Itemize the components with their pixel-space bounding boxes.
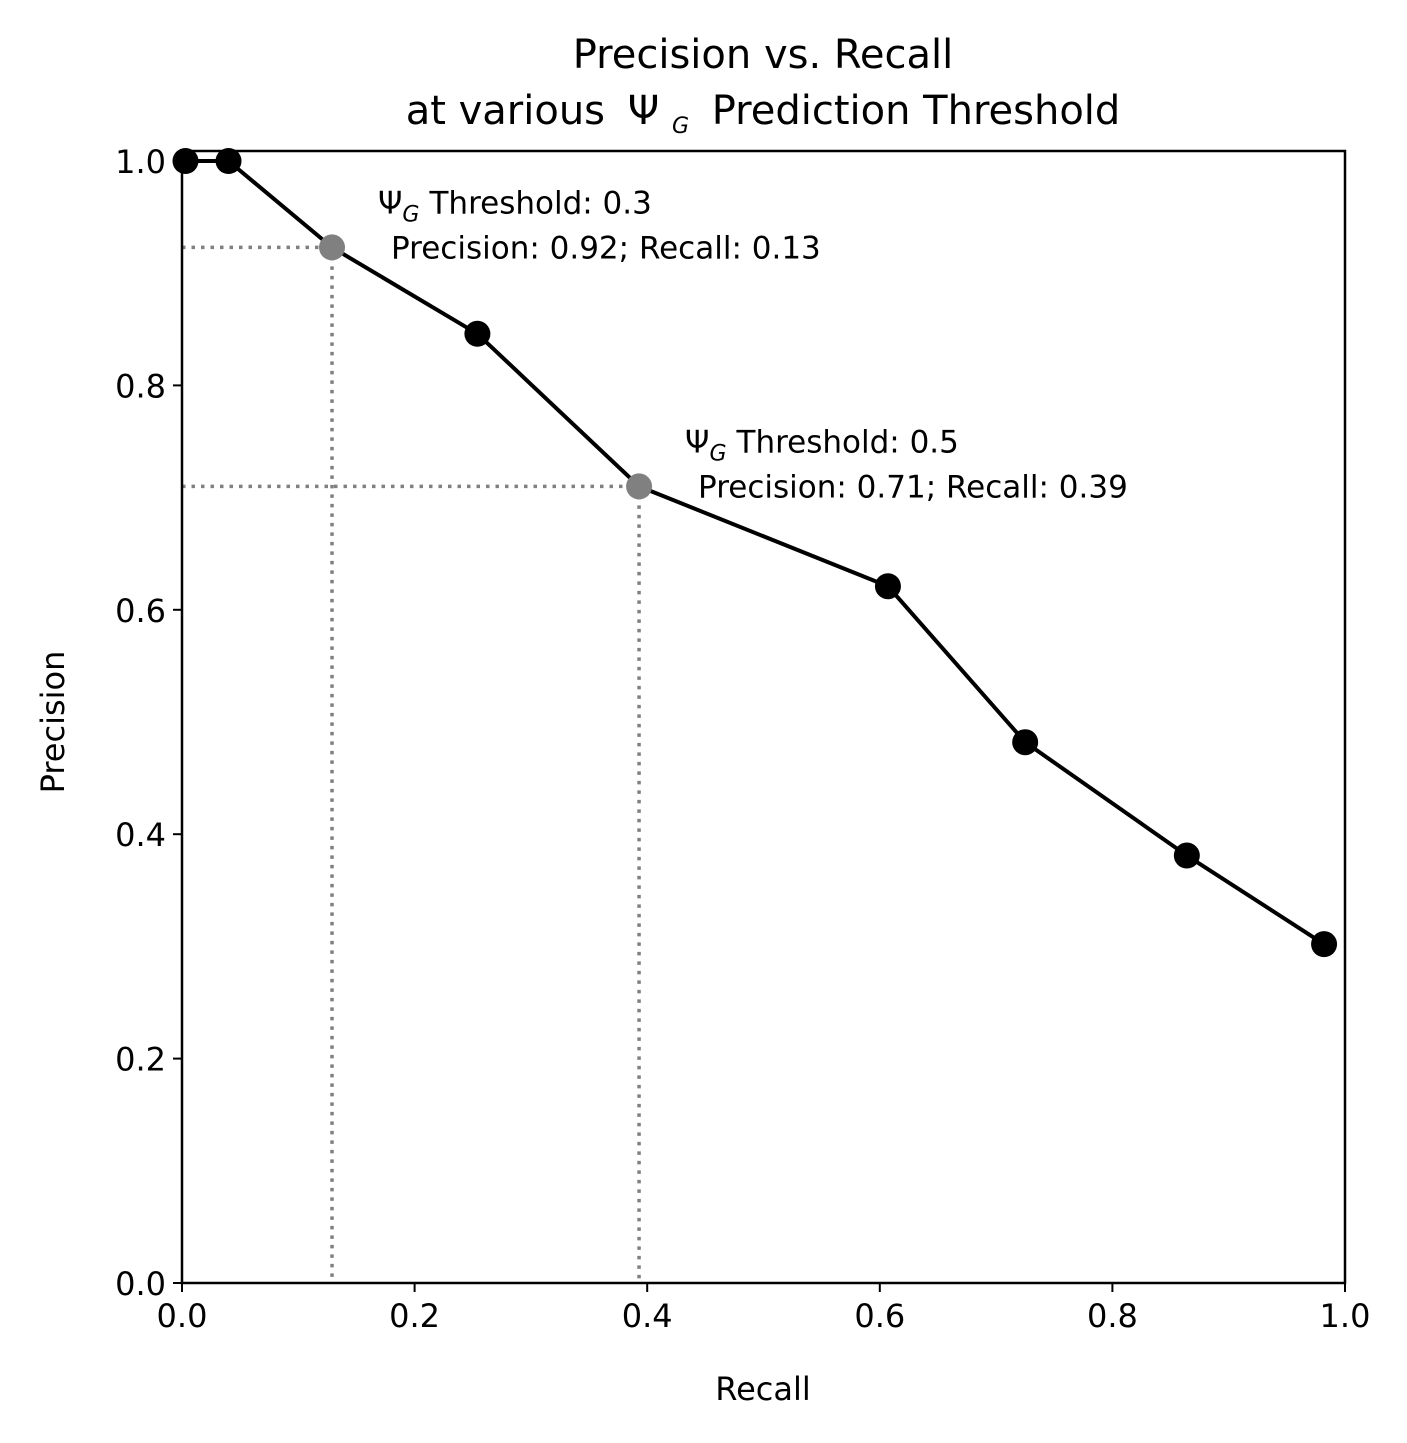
x-tick-label: 1.0	[1320, 1297, 1371, 1335]
chart-title-line2: at various Ψ G Prediction Threshold	[406, 88, 1121, 143]
x-axis-label: Recall	[715, 1370, 810, 1408]
data-point	[1173, 842, 1200, 869]
chart-title-line2-suffix: Prediction Threshold	[712, 88, 1121, 134]
x-tick-label: 0.8	[1087, 1297, 1138, 1335]
y-tick-label: 1.0	[115, 143, 166, 181]
annotation-threshold-text: Threshold: 0.5	[736, 424, 959, 460]
annotation-threshold-label: ΨG Threshold: 0.3	[378, 185, 652, 227]
chart-title-line1: Precision vs. Recall	[573, 32, 953, 78]
y-axis-ticks: 0.0 0.2 0.4 0.6 0.8 1.0	[115, 143, 182, 1303]
x-tick-label: 0.2	[389, 1297, 440, 1335]
series-layer	[172, 148, 1338, 958]
data-point	[172, 148, 199, 174]
y-tick-label: 0.4	[115, 816, 166, 854]
chart-title-line2-prefix: at various	[406, 88, 605, 134]
y-tick-label: 0.6	[115, 592, 166, 630]
annotation-threshold-label: ΨG Threshold: 0.5	[685, 424, 959, 466]
plot-frame	[180, 149, 1347, 1285]
chart-title: Precision vs. Recall at various Ψ G Pred…	[406, 32, 1121, 143]
series-line	[185, 159, 1326, 946]
annotation-psi-symbol: Ψ	[685, 424, 709, 460]
chart-title-psi-symbol: Ψ	[628, 88, 659, 134]
highlighted-data-point	[626, 473, 653, 500]
x-tick-label: 0.0	[157, 1297, 208, 1335]
highlighted-data-point	[319, 234, 346, 261]
x-tick-label: 0.4	[622, 1297, 673, 1335]
x-tick-label: 0.6	[854, 1297, 905, 1335]
chart-title-psi-subscript: G	[672, 114, 689, 139]
guide-lines	[182, 245, 641, 1283]
annotation-psi-subscript: G	[709, 441, 726, 466]
y-axis-label: Precision	[34, 651, 72, 794]
y-tick-label: 0.0	[115, 1265, 166, 1303]
data-point	[215, 148, 242, 174]
data-point	[1311, 931, 1338, 958]
annotation-psi-subscript: G	[402, 202, 419, 227]
y-tick-label: 0.2	[115, 1041, 166, 1079]
annotation-metrics-label: Precision: 0.71; Recall: 0.39	[698, 469, 1128, 505]
y-tick-label: 0.8	[115, 367, 166, 405]
data-point	[874, 573, 901, 600]
annotation-metrics-label: Precision: 0.92; Recall: 0.13	[391, 230, 821, 266]
data-point	[464, 320, 491, 347]
data-point	[1012, 729, 1039, 756]
annotation-psi-symbol: Ψ	[378, 185, 402, 221]
annotation-threshold-text: Threshold: 0.3	[428, 185, 651, 221]
x-axis-ticks: 0.0 0.2 0.4 0.6 0.8 1.0	[157, 1283, 1371, 1335]
